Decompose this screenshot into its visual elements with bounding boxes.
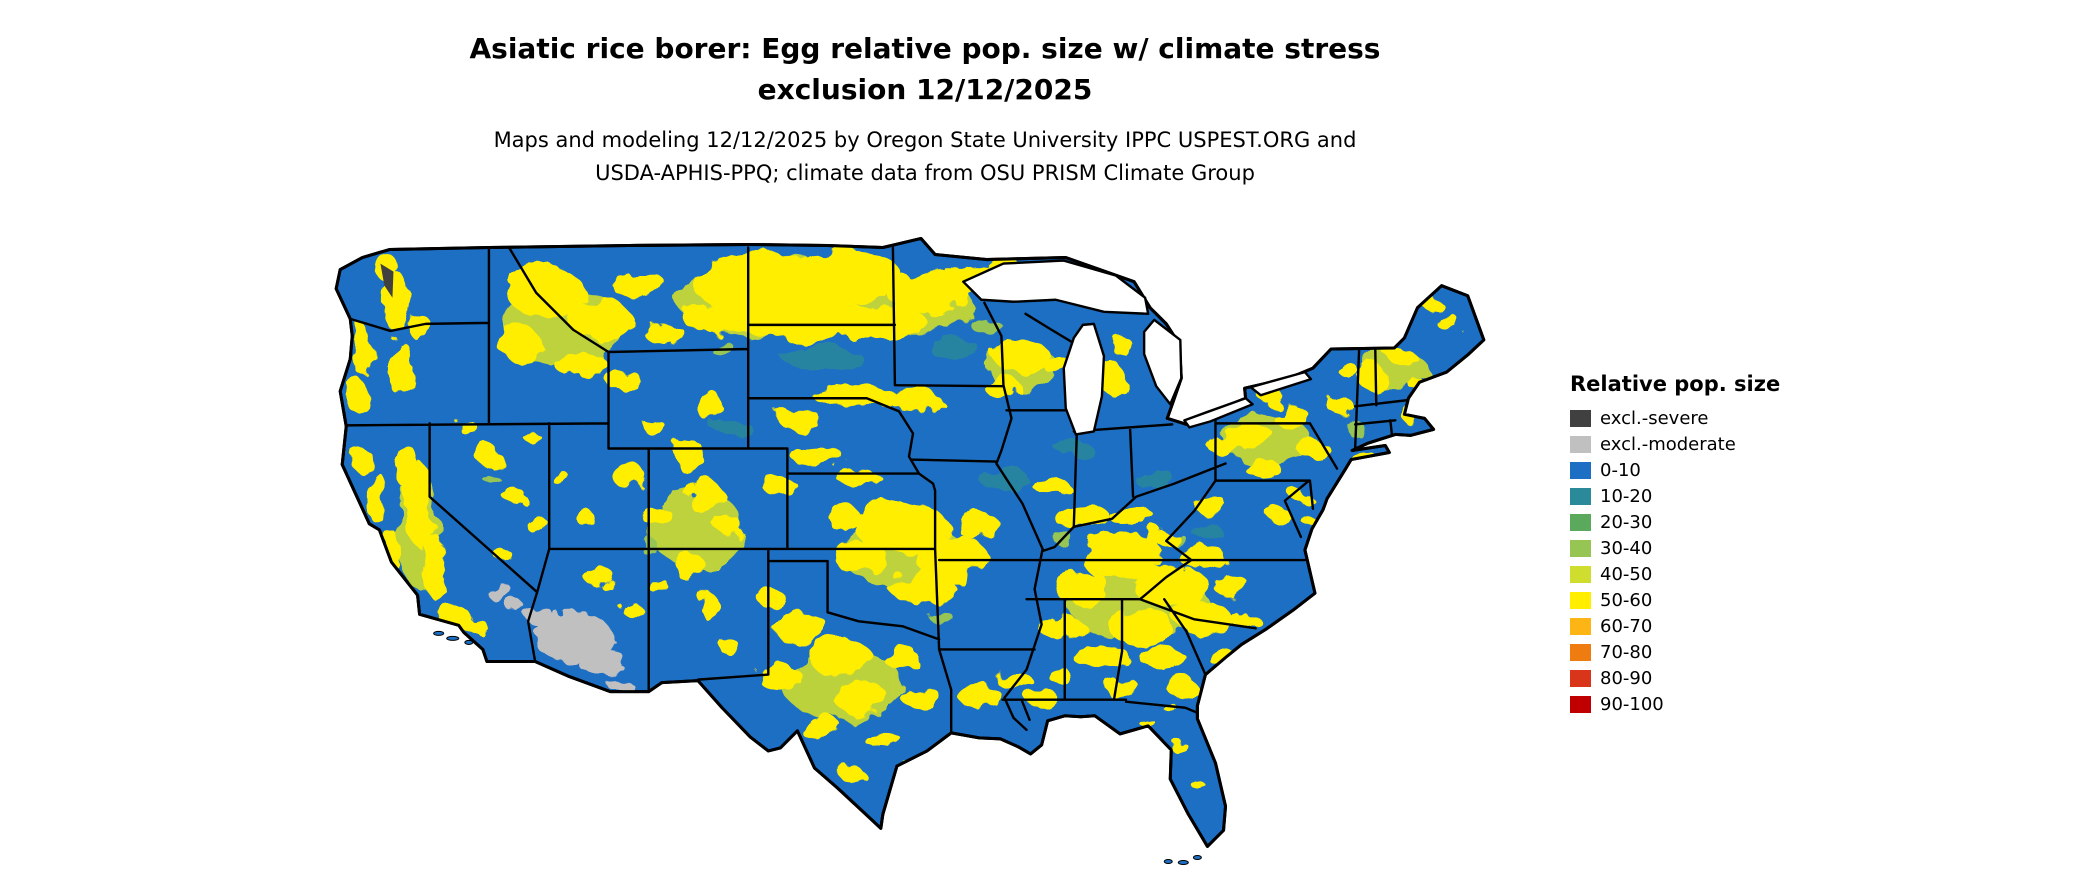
state-borders	[345, 246, 1408, 735]
florida-keys	[1163, 854, 1202, 866]
legend-swatch-20-30	[1570, 513, 1591, 531]
map-container	[300, 226, 1526, 882]
legend-title: Relative pop. size	[1570, 372, 1781, 396]
map-patches-teal	[712, 337, 1220, 537]
title-block: Asiatic rice borer: Egg relative pop. si…	[0, 28, 1850, 190]
lake-erie	[1183, 397, 1254, 429]
legend-label: 50-60	[1600, 589, 1653, 611]
legend-label: 20-30	[1600, 511, 1653, 533]
legend-swatch-10-20	[1570, 487, 1591, 505]
map-subtitle-line1: Maps and modeling 12/12/2025 by Oregon S…	[493, 128, 1357, 152]
map-legend: Relative pop. size excl.-severe excl.-mo…	[1570, 372, 1780, 717]
puget-sound-detail	[380, 263, 394, 298]
map-title-line2: exclusion 12/12/2025	[757, 73, 1093, 106]
map-patches-yellow	[348, 251, 1463, 787]
legend-item: 20-30	[1570, 509, 1780, 535]
legend-item: 70-80	[1570, 639, 1780, 665]
legend-label: 10-20	[1600, 485, 1653, 507]
legend-swatch-0-10	[1570, 461, 1591, 479]
legend-item: 80-90	[1570, 665, 1780, 691]
legend-swatch-40-50	[1570, 565, 1591, 583]
legend-label: 30-40	[1600, 537, 1653, 559]
great-lakes	[962, 259, 1313, 436]
legend-swatch-80-90	[1570, 669, 1591, 687]
legend-item: 90-100	[1570, 691, 1780, 717]
legend-swatch-excl-severe	[1570, 409, 1591, 427]
legend-label: excl.-severe	[1600, 407, 1709, 429]
legend-item: 30-40	[1570, 535, 1780, 561]
legend-item: 50-60	[1570, 587, 1780, 613]
legend-label: 60-70	[1600, 615, 1653, 637]
legend-label: 0-10	[1600, 459, 1641, 481]
map-patches-excluded-moderate	[485, 582, 632, 692]
legend-swatch-50-60	[1570, 591, 1591, 609]
lake-ontario	[1249, 370, 1313, 397]
conus-outline	[334, 236, 1486, 848]
legend-item: excl.-moderate	[1570, 431, 1780, 457]
legend-swatch-excl-moderate	[1570, 435, 1591, 453]
legend-swatch-70-80	[1570, 643, 1591, 661]
us-map	[334, 236, 1486, 866]
lake-superior	[962, 259, 1150, 316]
legend-label: 70-80	[1600, 641, 1653, 663]
lake-michigan	[1062, 322, 1106, 436]
channel-islands	[433, 630, 474, 645]
legend-item: 40-50	[1570, 561, 1780, 587]
legend-item: 0-10	[1570, 457, 1780, 483]
subtitle-block: Maps and modeling 12/12/2025 by Oregon S…	[0, 124, 1850, 190]
legend-item: 60-70	[1570, 613, 1780, 639]
legend-label: 80-90	[1600, 667, 1653, 689]
map-subtitle-line2: USDA-APHIS-PPQ; climate data from OSU PR…	[595, 161, 1255, 185]
legend-label: 90-100	[1600, 693, 1664, 715]
legend-label: excl.-moderate	[1600, 433, 1736, 455]
map-title-line1: Asiatic rice borer: Egg relative pop. si…	[469, 32, 1381, 65]
legend-swatch-90-100	[1570, 695, 1591, 713]
legend-swatch-30-40	[1570, 539, 1591, 557]
legend-label: 40-50	[1600, 563, 1653, 585]
lake-huron	[1142, 318, 1183, 406]
legend-item: excl.-severe	[1570, 405, 1780, 431]
legend-swatch-60-70	[1570, 617, 1591, 635]
legend-item: 10-20	[1570, 483, 1780, 509]
